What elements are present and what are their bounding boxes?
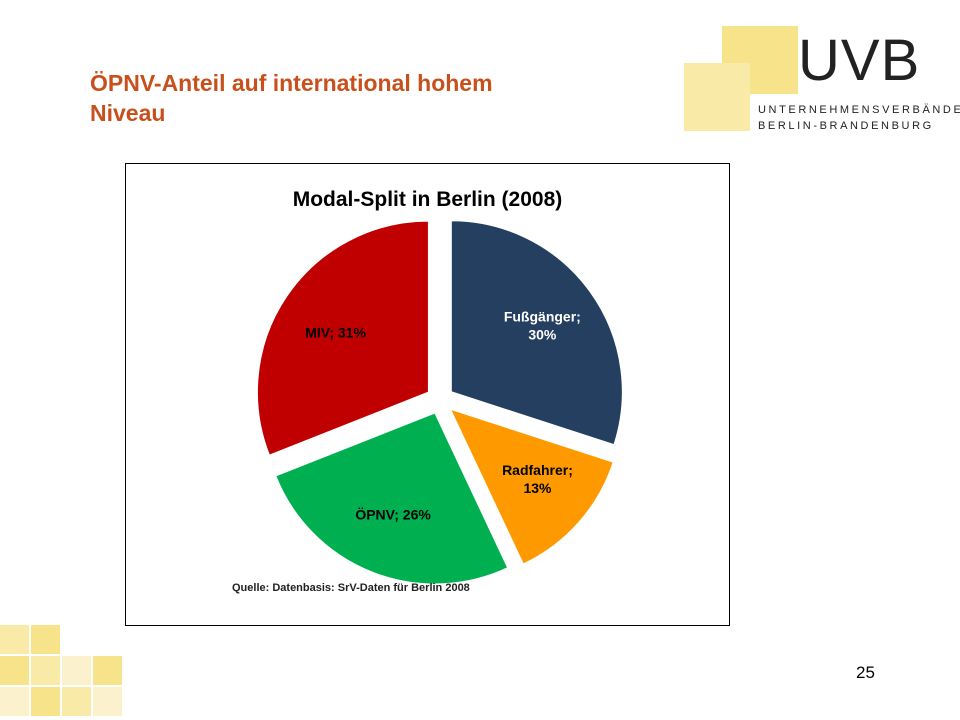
slice-label: Radfahrer; 13% [502,462,573,496]
slide-title-line1: ÖPNV-Anteil auf international hohem [90,70,493,96]
deco-square [93,656,122,685]
chart-source: Quelle: Datenbasis: SrV-Daten für Berlin… [232,582,470,594]
slide-title: ÖPNV-Anteil auf international hohem Nive… [90,68,650,128]
deco-square [31,625,60,654]
logo-square-small [684,63,750,131]
pie-slice [450,220,623,446]
deco-square [0,656,29,685]
logo-squares [680,20,940,135]
deco-square [0,687,29,716]
deco-square [62,656,91,685]
deco-square [62,687,91,716]
logo-subline-2: BERLIN-BRANDENBURG [758,120,934,132]
deco-square [31,687,60,716]
slide-title-line2: Niveau [90,100,166,126]
deco-square [31,656,60,685]
logo-subline-1: UNTERNEHMENSVERBÄNDE [758,104,960,116]
logo-main-text: UVB [798,28,921,93]
slice-label: ÖPNV; 26% [355,506,431,522]
chart-title: Modal-Split in Berlin (2008) [292,188,563,211]
slice-label: Fußgänger; 30% [504,308,581,342]
deco-square [0,625,29,654]
deco-square [93,687,122,716]
page-number: 25 [856,663,875,682]
slice-label: MIV; 31% [305,324,366,340]
pie-slice [449,408,614,565]
pie-chart: Fußgänger; 30% Radfahrer; 13% ÖPNV; 26% MIV; … [256,220,623,585]
chart-frame: Modal-Split in Berlin (2008) Fußgänger; 3… [125,163,730,626]
pie-slice [275,412,509,585]
pie-slice [256,220,429,456]
